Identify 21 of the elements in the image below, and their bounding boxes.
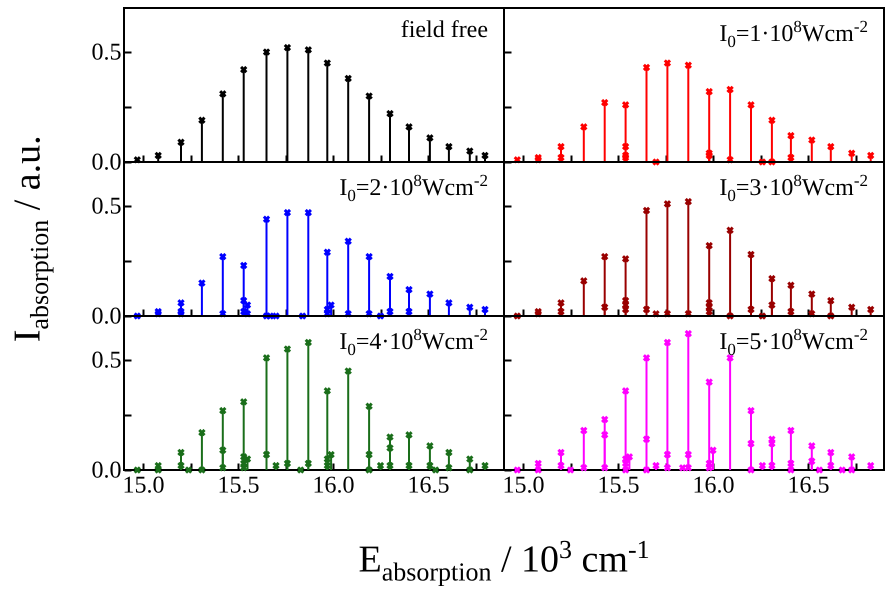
x-tick-label: 16.0 bbox=[692, 472, 734, 498]
annotation: field free bbox=[400, 17, 488, 43]
y-tick-label: 0.5 bbox=[92, 348, 122, 374]
y-tick-label: 0.0 bbox=[92, 150, 122, 176]
annotation: I$_{0}$=3·10$^{8}$Wcm$^{-2}$ bbox=[718, 171, 868, 205]
annotation: I$_{0}$=2·10$^{8}$Wcm$^{-2}$ bbox=[338, 171, 488, 205]
x-tick-label: 16.5 bbox=[788, 472, 830, 498]
annotation: I$_{0}$=4·10$^{8}$Wcm$^{-2}$ bbox=[338, 325, 488, 359]
y-tick-label: 0.5 bbox=[92, 194, 122, 220]
annotation: I$_{0}$=1·10$^{8}$Wcm$^{-2}$ bbox=[718, 17, 868, 51]
x-tick-label: 16.5 bbox=[408, 472, 450, 498]
annotation: I$_{0}$=5·10$^{8}$Wcm$^{-2}$ bbox=[718, 325, 868, 359]
x-tick-label: 15.0 bbox=[502, 472, 544, 498]
y-tick-label: 0.0 bbox=[92, 458, 122, 484]
x-tick-label: 15.0 bbox=[122, 472, 164, 498]
y-tick-label: 0.0 bbox=[92, 304, 122, 330]
x-axis-title: E$_{absorption}$ / 10$^{3}$ cm$^{-1}$ bbox=[358, 535, 650, 588]
x-tick-label: 15.5 bbox=[218, 472, 260, 498]
x-tick-label: 16.0 bbox=[312, 472, 354, 498]
x-tick-label: 15.5 bbox=[598, 472, 640, 498]
y-tick-label: 0.5 bbox=[92, 40, 122, 66]
